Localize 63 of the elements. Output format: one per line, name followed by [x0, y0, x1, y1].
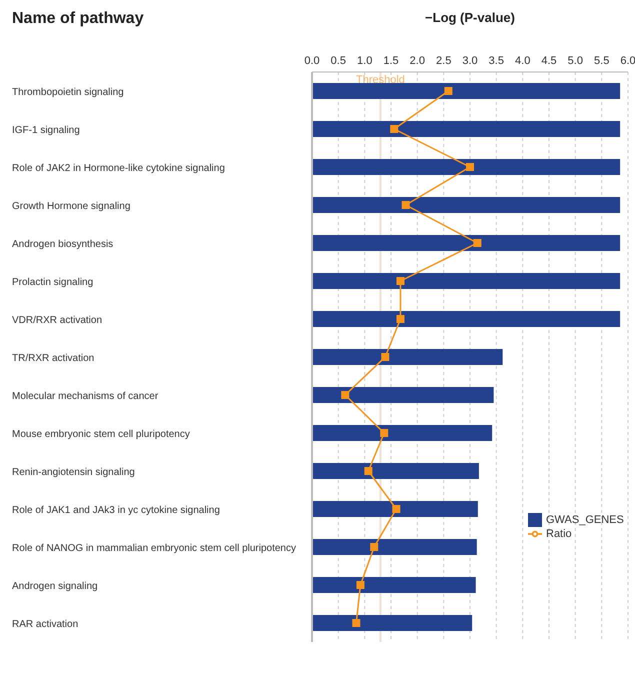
y-tick-label: Molecular mechanisms of cancer — [12, 391, 159, 402]
y-tick-label: Role of NANOG in mammalian embryonic stem cell pluripotency — [12, 543, 296, 554]
y-tick-label: Role of JAK2 in Hormone-like cytokine signaling — [12, 163, 225, 174]
y-axis-title: Name of pathway — [12, 10, 144, 28]
x-tick-label: 0.5 — [330, 55, 346, 67]
y-tick-label: Renin-angiotensin signaling — [12, 467, 135, 478]
bar — [312, 501, 478, 517]
x-tick-label: 2.0 — [410, 55, 425, 67]
point — [466, 163, 474, 171]
point — [396, 277, 404, 285]
y-tick-label: IGF-1 signaling — [12, 125, 80, 136]
y-tick-label: VDR/RXR activation — [12, 315, 102, 326]
bar — [312, 273, 620, 289]
x-axis-title: −Log (P-value) — [424, 10, 516, 25]
point — [356, 581, 364, 589]
point — [364, 467, 372, 475]
x-tick-label: 5.0 — [568, 55, 583, 67]
point — [370, 543, 378, 551]
x-tick-label: 5.5 — [594, 55, 610, 67]
point — [402, 201, 410, 209]
point — [341, 391, 350, 399]
bar — [312, 235, 620, 251]
bar — [312, 539, 477, 555]
y-tick-label: Growth Hormone signaling — [12, 201, 130, 212]
point — [352, 619, 360, 627]
x-tick-label: 3.5 — [488, 55, 504, 67]
y-tick-label: Androgen signaling — [12, 581, 98, 592]
point — [444, 87, 452, 95]
y-tick-label: Mouse embryonic stem cell pluripotency — [12, 429, 190, 440]
y-tick-label: Androgen biosynthesis — [12, 239, 114, 250]
x-tick-label: 1.0 — [357, 55, 372, 67]
y-tick-label: Thrombopoietin signaling — [12, 87, 124, 98]
x-tick-label: 6.0 — [620, 55, 635, 67]
point — [392, 505, 400, 513]
bar — [312, 615, 472, 631]
point — [473, 239, 482, 247]
point — [380, 429, 388, 437]
bar — [312, 197, 620, 213]
x-tick-label: 3.0 — [462, 55, 478, 67]
legend-label: GWAS_GENES — [546, 514, 624, 526]
bar — [312, 577, 476, 593]
x-tick-label: 4.5 — [541, 55, 557, 67]
x-tick-label: 1.5 — [383, 55, 399, 67]
ref-line-label: Threshold — [356, 74, 405, 86]
bar — [312, 311, 620, 327]
point — [390, 125, 398, 133]
bar — [312, 425, 492, 441]
y-tick-label: Role of JAK1 and JAk3 in yc cytokine signaling — [12, 505, 220, 516]
y-tick-label: TR/RXR activation — [12, 353, 94, 364]
y-tick-label: Prolactin signaling — [12, 277, 94, 288]
point — [381, 353, 390, 361]
bar — [312, 387, 494, 403]
bar — [312, 463, 479, 479]
y-tick-label: RAR activation — [12, 619, 78, 630]
bar — [312, 349, 503, 365]
x-tick-label: 0.0 — [304, 55, 320, 67]
bar — [312, 83, 620, 99]
x-tick-label: 2.5 — [436, 55, 452, 67]
bar — [312, 159, 620, 175]
x-tick-label: 4.0 — [515, 55, 530, 67]
bar — [312, 121, 620, 137]
legend-label: Ratio — [546, 528, 572, 540]
point — [396, 315, 404, 323]
